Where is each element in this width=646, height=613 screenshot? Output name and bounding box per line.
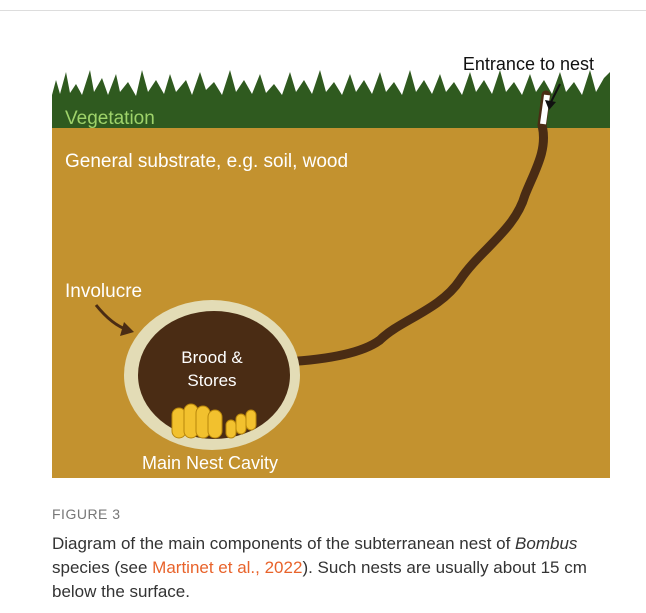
citation-link[interactable]: Martinet et al., 2022 <box>152 558 302 577</box>
figure-number: FIGURE 3 <box>52 506 121 522</box>
caption-text: species (see <box>52 558 152 577</box>
label: Brood & <box>181 348 243 367</box>
entrance-hole <box>543 95 547 124</box>
page: Entrance to nest Vegetation General subs… <box>0 0 646 613</box>
label: Involucre <box>65 281 142 302</box>
label: Vegetation <box>65 108 155 129</box>
label: Main Nest Cavity <box>142 453 278 473</box>
caption: Diagram of the main components of the su… <box>52 532 622 604</box>
label: Stores <box>187 371 236 390</box>
label: General substrate, e.g. soil, wood <box>65 151 348 172</box>
caption-text: Diagram of the main components of the su… <box>52 534 515 553</box>
caption-italic: Bombus <box>515 534 577 553</box>
nest-diagram: Entrance to nest Vegetation General subs… <box>0 0 646 500</box>
label: Entrance to nest <box>463 54 594 74</box>
